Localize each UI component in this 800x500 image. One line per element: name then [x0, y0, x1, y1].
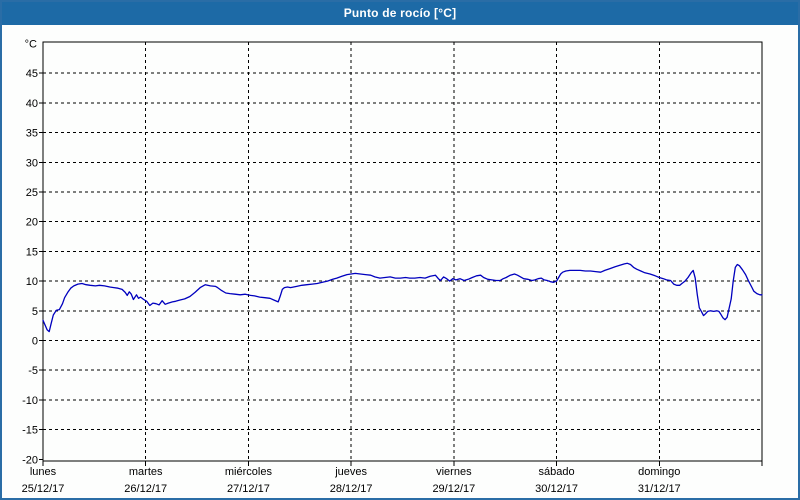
day-date-label: 31/12/17 [638, 483, 681, 495]
day-date-label: 29/12/17 [432, 483, 475, 495]
y-axis-labels: 45 40 35 30 25 20 15 10 5 0 -5 -10 -15 -20 °C [22, 39, 38, 467]
svg-text:40: 40 [26, 98, 38, 110]
day-name-label: miércoles [225, 466, 273, 478]
svg-text:15: 15 [26, 246, 38, 258]
x-axis-labels: lunes 25/12/17 martes 26/12/17 miércoles 27/1… [22, 466, 681, 495]
day-date-label: 25/12/17 [22, 483, 65, 495]
day-date-label: 26/12/17 [124, 483, 167, 495]
svg-text:-10: -10 [22, 395, 38, 407]
x-gridlines [145, 42, 660, 461]
svg-text:25: 25 [26, 187, 38, 199]
day-name-label: jueves [334, 466, 367, 478]
svg-text:10: 10 [26, 276, 38, 288]
day-name-label: martes [129, 466, 163, 478]
svg-text:5: 5 [32, 306, 38, 318]
day-name-label: viernes [436, 466, 472, 478]
svg-text:30: 30 [26, 157, 38, 169]
y-axis-unit-label: °C [25, 39, 37, 51]
axis-ticks [39, 72, 763, 466]
svg-text:-20: -20 [22, 454, 38, 466]
svg-text:35: 35 [26, 128, 38, 140]
plot-frame [42, 41, 763, 462]
day-date-label: 27/12/17 [227, 483, 270, 495]
dew-point-line [42, 262, 763, 333]
svg-text:0: 0 [32, 336, 38, 348]
svg-text:20: 20 [26, 217, 38, 229]
day-date-label: 30/12/17 [535, 483, 578, 495]
svg-text:-15: -15 [22, 425, 38, 437]
svg-text:45: 45 [26, 68, 38, 80]
svg-text:-5: -5 [28, 365, 38, 377]
day-name-label: sábado [539, 466, 575, 478]
window-title: Punto de rocío [°C] [343, 6, 457, 20]
day-name-label: domingo [638, 466, 680, 478]
y-gridlines [43, 72, 762, 431]
day-name-label: lunes [30, 466, 57, 478]
day-date-label: 28/12/17 [330, 483, 373, 495]
title-bar: Punto de rocío [°C] [2, 2, 798, 25]
